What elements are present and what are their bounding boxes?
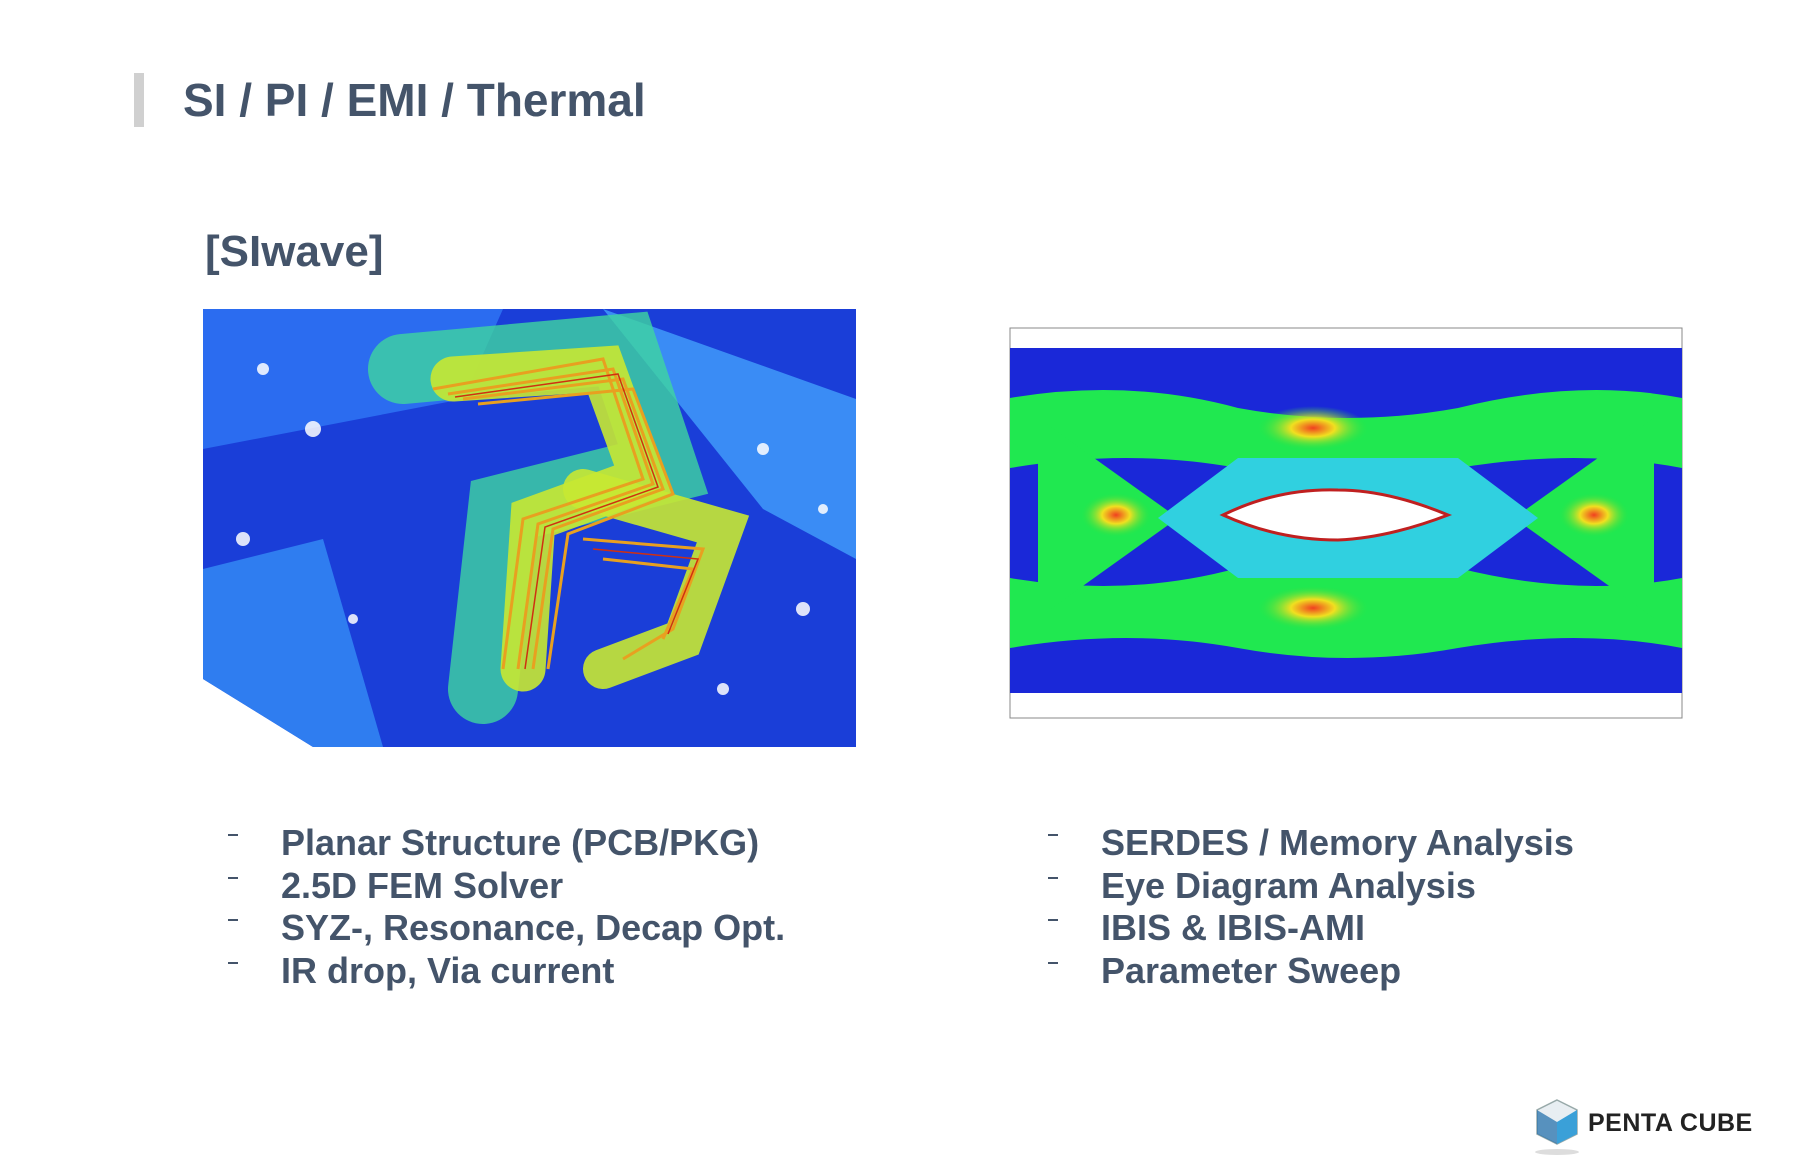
logo-text: PENTA CUBE (1588, 1109, 1753, 1137)
left-feature-list: Planar Structure (PCB/PKG) 2.5D FEM Solv… (228, 822, 785, 992)
feature-item: SYZ-, Resonance, Decap Opt. (228, 907, 785, 950)
feature-item: Parameter Sweep (1048, 950, 1574, 993)
pcb-image (203, 309, 856, 747)
title-accent (134, 73, 144, 127)
feature-item: Planar Structure (PCB/PKG) (228, 822, 785, 865)
feature-item: IR drop, Via current (228, 950, 785, 993)
feature-item: Eye Diagram Analysis (1048, 865, 1574, 908)
logo-icon (1535, 1099, 1579, 1155)
feature-item: 2.5D FEM Solver (228, 865, 785, 908)
section-title: [SIwave] (205, 227, 384, 276)
feature-item: IBIS & IBIS-AMI (1048, 907, 1574, 950)
eye-diagram-image (1009, 327, 1683, 719)
slide-title: SI / PI / EMI / Thermal (183, 74, 646, 126)
feature-item: SERDES / Memory Analysis (1048, 822, 1574, 865)
right-feature-list: SERDES / Memory Analysis Eye Diagram Ana… (1048, 822, 1574, 992)
